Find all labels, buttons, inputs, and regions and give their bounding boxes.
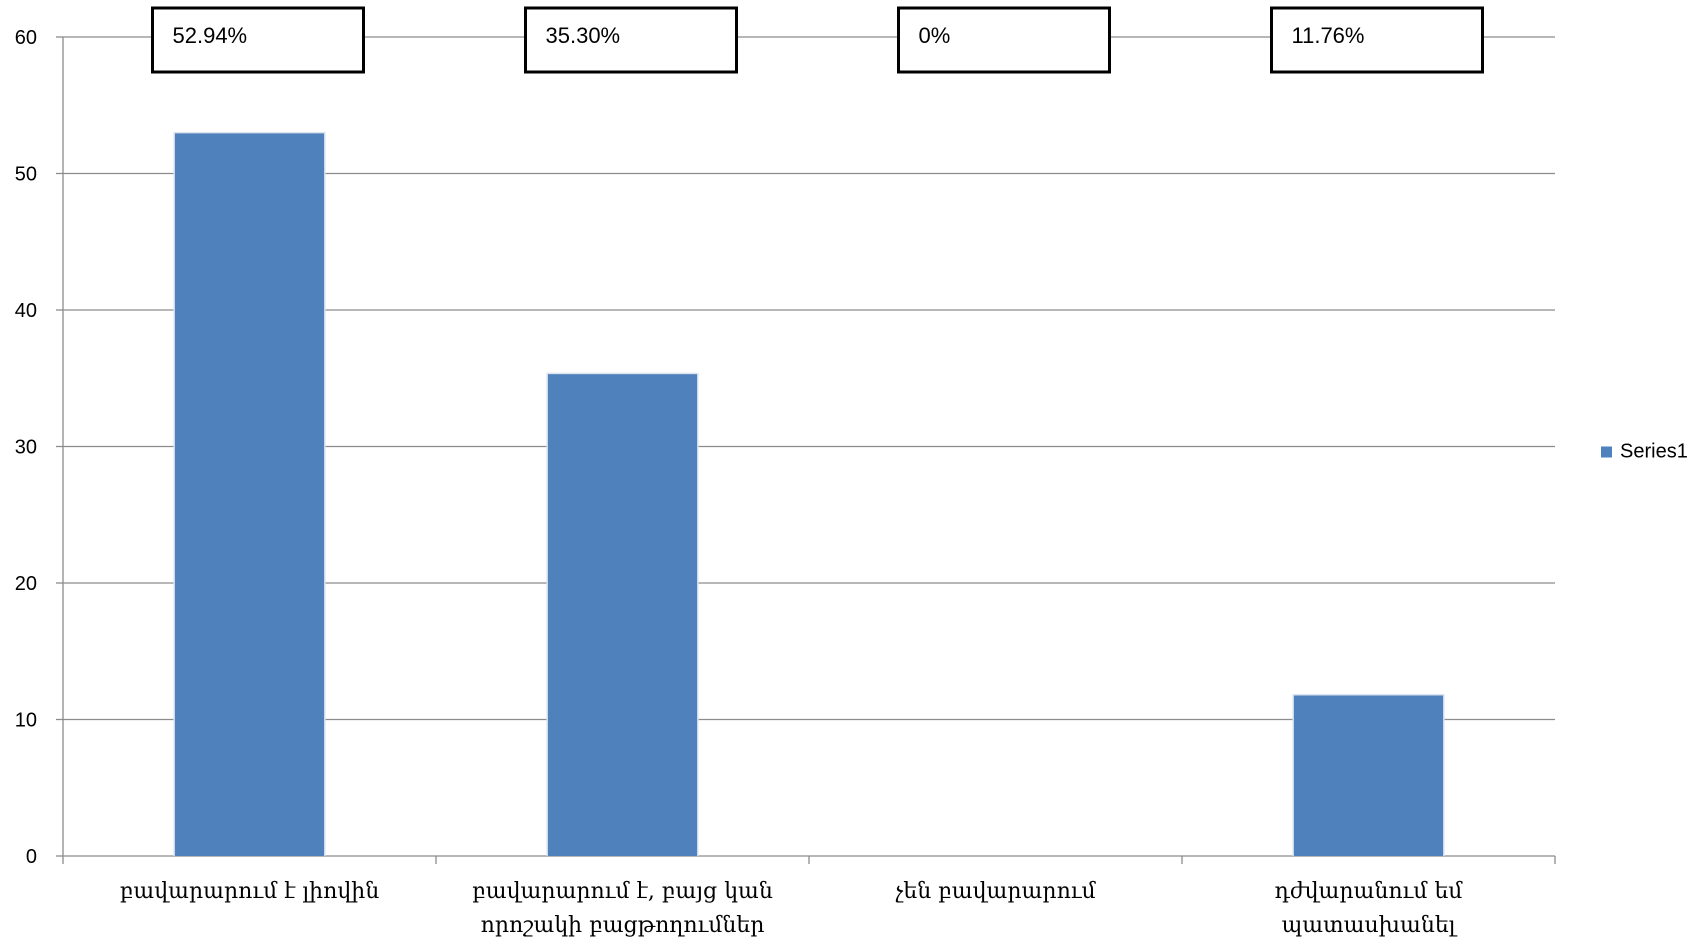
legend: Series1 xyxy=(1601,441,1688,463)
data-label-box xyxy=(897,6,1111,74)
category-label-line: պատասխանել xyxy=(1282,913,1458,938)
y-tick-label: 50 xyxy=(15,164,37,186)
category-label-line: որոշակի բացթողումներ xyxy=(481,913,765,938)
data-labels: 52.94% 35.30% 0% 11.76% xyxy=(151,6,1484,74)
category-label-line: բավարարում է, բայց կան xyxy=(472,879,773,904)
y-tick-label: 60 xyxy=(15,27,37,49)
bar xyxy=(174,133,325,856)
y-tick-label: 0 xyxy=(26,846,37,868)
y-tick-label: 30 xyxy=(15,437,37,459)
y-tick-label: 10 xyxy=(15,710,37,732)
legend-label: Series1 xyxy=(1620,441,1688,463)
category-label: դժվարանում եմ պատասխանել xyxy=(1275,879,1464,938)
data-label-box xyxy=(1270,6,1484,74)
category-label: բավարարում է, բայց կան որոշակի բացթողումն… xyxy=(472,879,773,938)
data-label: 52.94% xyxy=(173,23,248,48)
data-label-box xyxy=(524,6,738,74)
y-tick-label: 20 xyxy=(15,573,37,595)
y-tick-label: 40 xyxy=(15,300,37,322)
category-label-line: դժվարանում եմ xyxy=(1275,879,1464,904)
category-label-line: չեն բավարարում xyxy=(895,879,1096,904)
category-label-line: բավարարում է լիովին xyxy=(120,879,379,904)
legend-swatch xyxy=(1601,446,1612,458)
bar xyxy=(547,374,698,856)
data-label: 0% xyxy=(919,23,951,48)
data-label: 11.76% xyxy=(1292,23,1365,48)
bars xyxy=(173,131,1445,856)
data-label: 35.30% xyxy=(546,23,621,48)
bar xyxy=(1293,695,1444,856)
category-label: չեն բավարարում xyxy=(895,879,1096,904)
category-label: բավարարում է լիովին xyxy=(120,879,379,904)
data-label-box xyxy=(151,6,365,74)
